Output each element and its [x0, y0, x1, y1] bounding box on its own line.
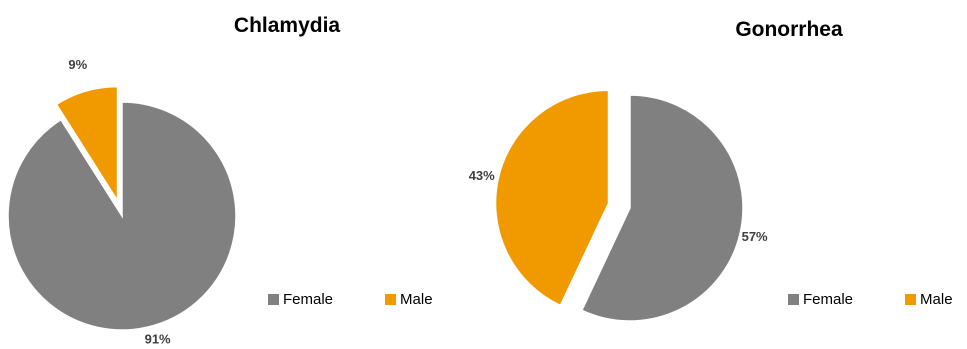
legend: Female Male: [268, 291, 433, 308]
data-label-female: 91%: [145, 332, 171, 347]
data-label-female: 57%: [742, 229, 768, 244]
legend-item-female: Female: [788, 291, 853, 308]
pie-chart-gonorrhea: 57% 43%: [469, 89, 768, 322]
data-label-male: 9%: [68, 57, 87, 72]
pie-chart-chlamydia: 91% 9%: [7, 57, 237, 347]
pie-slice-male: [55, 85, 119, 204]
legend-label: Male: [920, 291, 953, 308]
gonorrhea-chart: Gonorrhea 57% 43% Female Male: [469, 0, 967, 349]
chart-title: Gonorrhea: [735, 18, 843, 41]
legend-label: Female: [803, 291, 854, 308]
pie-slice-male: [494, 89, 610, 307]
legend-item-male: Male: [385, 291, 433, 308]
legend-swatch: [385, 294, 397, 305]
pie-slice-female: [580, 94, 744, 322]
legend-label: Female: [283, 291, 334, 308]
legend-swatch: [905, 294, 917, 305]
data-label-male: 43%: [469, 168, 495, 183]
chlamydia-chart: Chlamydia 91% 9% Female Male: [0, 0, 480, 349]
pie-slice-female: [7, 101, 237, 331]
legend: Female Male: [788, 291, 953, 308]
chart-title: Chlamydia: [233, 14, 341, 37]
legend-swatch: [268, 294, 279, 305]
legend-swatch: [788, 294, 799, 305]
legend-label: Male: [400, 291, 433, 308]
legend-item-female: Female: [268, 291, 333, 308]
legend-item-male: Male: [905, 291, 953, 308]
